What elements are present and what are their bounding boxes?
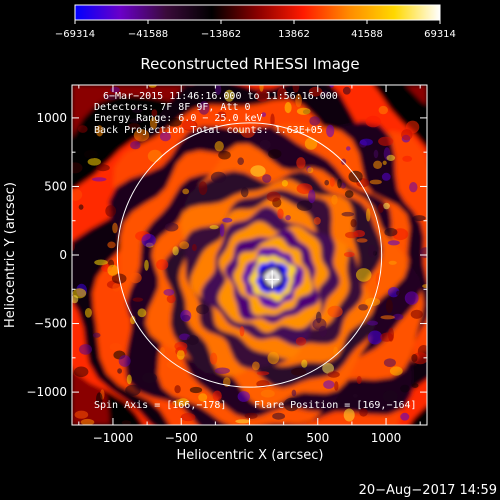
colorbar-tick-label: 69314 bbox=[424, 29, 456, 40]
y-tick-label: 500 bbox=[44, 179, 67, 193]
spin-axis-marker bbox=[265, 270, 280, 289]
x-tick-label: 1000 bbox=[371, 431, 402, 445]
footer-timestamp: 20−Aug−2017 14:59 bbox=[359, 483, 497, 498]
info-energy-range: Energy Range: 6.0 − 25.0 keV bbox=[94, 113, 263, 124]
colorbar-tick-label: −13862 bbox=[201, 29, 241, 40]
y-tick-label: −500 bbox=[34, 317, 67, 331]
x-tick-label: −500 bbox=[165, 431, 198, 445]
colorbar-tick-label: 13862 bbox=[278, 29, 310, 40]
y-axis-label: Heliocentric Y (arcsec) bbox=[3, 182, 18, 328]
x-axis-label: Heliocentric X (arcsec) bbox=[177, 448, 324, 463]
x-tick-label: 500 bbox=[306, 431, 329, 445]
observation-info: 6−Mar−2015 11:46:16.000 to 11:56:16.000 … bbox=[94, 91, 338, 136]
x-tick-label: −1000 bbox=[93, 431, 134, 445]
colorbar-tick-label: −41588 bbox=[128, 29, 168, 40]
colorbar bbox=[75, 5, 440, 20]
x-tick-label: 0 bbox=[246, 431, 254, 445]
info-time-range: 6−Mar−2015 11:46:16.000 to 11:56:16.000 bbox=[103, 91, 338, 102]
colorbar-tick-label: 41588 bbox=[351, 29, 383, 40]
colorbar-tick-label: −69314 bbox=[55, 29, 95, 40]
chart-title: Reconstructed RHESSI Image bbox=[140, 55, 359, 73]
y-tick-label: 1000 bbox=[36, 111, 67, 125]
colorbar-ticks: −69314 −41588 −13862 13862 41588 69314 bbox=[55, 20, 456, 40]
solar-limb-circle bbox=[116, 122, 383, 388]
x-axis-ticks: −1000 −500 0 500 1000 bbox=[78, 85, 421, 445]
y-tick-label: 0 bbox=[59, 248, 67, 262]
y-axis-ticks: −1000 −500 0 500 1000 bbox=[26, 111, 427, 399]
info-method-counts: Back Projection Total counts: 1.63E+05 bbox=[94, 125, 323, 136]
y-tick-label: −1000 bbox=[26, 385, 67, 399]
spin-axis-text: Spin Axis = [166,−178] bbox=[94, 400, 226, 411]
info-detectors: Detectors: 7F 8F 9F, Att 0 bbox=[94, 102, 251, 113]
flare-position-text: Flare Position = [169,−164] bbox=[254, 400, 417, 411]
colorbar-frame bbox=[74, 4, 441, 21]
